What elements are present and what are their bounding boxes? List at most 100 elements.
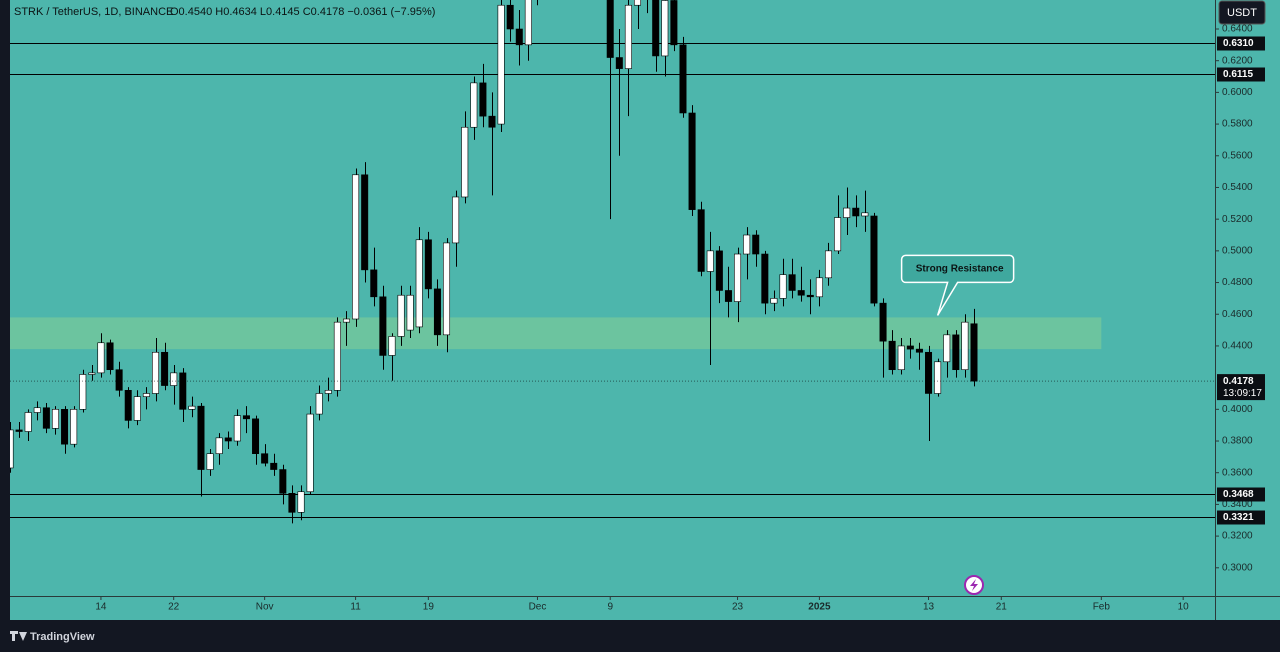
- candle-body: [161, 351, 169, 386]
- y-tick-label: 0.5400: [1222, 182, 1253, 193]
- candle-body: [170, 372, 178, 386]
- candle-body: [361, 174, 369, 271]
- candle-body: [342, 318, 350, 323]
- candle-body: [652, 0, 660, 57]
- level-label: 0.3321: [1223, 512, 1254, 523]
- level-label-box: [1217, 510, 1265, 525]
- candle-body: [688, 112, 696, 210]
- currency-button[interactable]: [1218, 0, 1266, 25]
- candle-body: [724, 290, 732, 302]
- candle-body: [506, 4, 514, 30]
- candle-body: [715, 250, 723, 291]
- candle-body: [397, 294, 405, 337]
- candle-body: [24, 412, 32, 432]
- candle-body: [461, 126, 469, 198]
- candle-body: [888, 340, 896, 371]
- candle-body: [406, 294, 414, 331]
- x-tick-label: 2025: [808, 602, 831, 613]
- candle-body: [270, 462, 278, 470]
- y-tick-label: 0.5000: [1222, 245, 1253, 256]
- candle-body: [915, 348, 923, 353]
- x-tick-label: Dec: [529, 602, 547, 613]
- candle-body: [624, 4, 632, 69]
- candle-body: [970, 323, 978, 382]
- last-price-label: 0.4178: [1223, 376, 1254, 387]
- candle-body: [352, 174, 360, 320]
- candle-body: [706, 250, 714, 272]
- y-tick-label: 0.6400: [1222, 24, 1253, 35]
- level-label: 0.6310: [1223, 38, 1254, 49]
- event-icon-bolt: [970, 579, 978, 591]
- candle-body: [51, 409, 59, 429]
- level-label-box: [1217, 36, 1265, 51]
- x-tick-label: Nov: [256, 602, 274, 613]
- candle-body: [824, 250, 832, 279]
- symbol-title: STRK / TetherUS, 1D, BINANCE: [14, 6, 173, 18]
- plot: [10, 0, 1215, 524]
- candle-body: [906, 345, 914, 350]
- candle-body: [670, 0, 678, 46]
- resistance-zone: [10, 317, 1102, 350]
- candle-body: [934, 361, 942, 394]
- candle-body: [324, 390, 332, 394]
- candle-body: [206, 453, 214, 470]
- candle-body: [188, 405, 196, 410]
- y-tick-label: 0.4600: [1222, 309, 1253, 320]
- candle-body: [961, 321, 969, 371]
- candle-body: [333, 321, 341, 391]
- candle-body: [61, 409, 69, 445]
- candle-body: [106, 342, 114, 371]
- x-tick-label: 19: [423, 602, 435, 613]
- candle-body: [861, 212, 869, 217]
- candle-body: [925, 351, 933, 394]
- candle-body: [797, 290, 805, 296]
- candle-body: [788, 274, 796, 291]
- candle-body: [133, 396, 141, 421]
- candle-body: [524, 0, 532, 46]
- candle-body: [879, 302, 887, 342]
- candle-body: [79, 374, 87, 410]
- currency-label[interactable]: USDT: [1227, 7, 1257, 19]
- candle-body: [233, 415, 241, 442]
- x-tick-label: 11: [350, 602, 361, 613]
- chart-background: [10, 0, 1280, 620]
- y-tick-label: 0.4400: [1222, 341, 1253, 352]
- candle-body: [306, 413, 314, 493]
- countdown-label: 13:09:17: [1223, 388, 1262, 399]
- candle-body: [515, 28, 523, 46]
- y-tick-label: 0.4800: [1222, 277, 1253, 288]
- candle-body: [697, 209, 705, 272]
- last-price-box: [1217, 374, 1265, 401]
- candle-body: [115, 369, 123, 391]
- y-tick-label: 0.4000: [1222, 404, 1253, 415]
- y-tick-label: 0.3000: [1222, 562, 1253, 573]
- candle-body: [97, 342, 105, 374]
- y-tick-label: 0.3400: [1222, 499, 1253, 510]
- y-tick-label: 0.5600: [1222, 150, 1253, 161]
- candle-body: [497, 4, 505, 125]
- candle-body: [433, 288, 441, 336]
- candle-body: [33, 407, 41, 413]
- candle-body: [943, 334, 951, 363]
- candle-body: [815, 277, 823, 298]
- candle-body: [779, 274, 787, 299]
- candle-body: [897, 345, 905, 371]
- candle-body: [806, 294, 814, 298]
- x-tick-label: Feb: [1093, 602, 1111, 613]
- candle-body: [315, 393, 323, 415]
- candle-body: [242, 415, 250, 420]
- candle-body: [606, 0, 614, 58]
- x-tick-label: 14: [95, 602, 107, 613]
- y-tick-label: 0.5800: [1222, 119, 1253, 130]
- y-tick-label: 0.6000: [1222, 87, 1253, 98]
- annotation-callout: [900, 254, 1015, 316]
- candle-body: [70, 409, 78, 445]
- candle-body: [470, 82, 478, 128]
- candle-body: [870, 215, 878, 304]
- candle-body: [15, 429, 23, 432]
- level-label-box: [1217, 67, 1265, 82]
- candle-body: [288, 493, 296, 513]
- candle-body: [743, 234, 751, 255]
